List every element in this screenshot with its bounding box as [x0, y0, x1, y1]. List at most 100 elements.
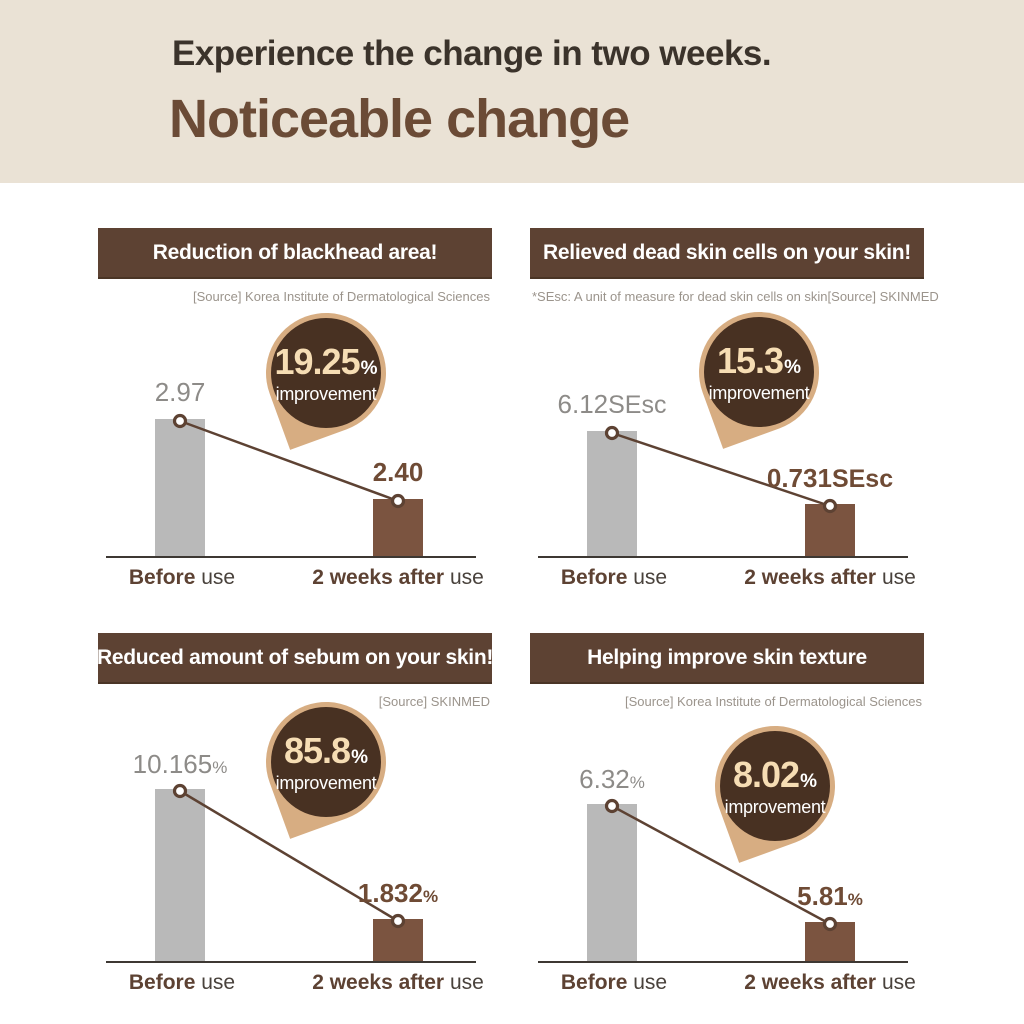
x-label-after: 2 weeks after use — [312, 566, 484, 589]
value-number: 2.97 — [154, 377, 206, 407]
bar-before — [587, 431, 637, 556]
badge-text: 19.25% improvement — [266, 313, 386, 433]
value-number: 5.81 — [797, 881, 848, 911]
improvement-number: 15.3 — [717, 340, 784, 381]
data-point-before — [604, 798, 620, 814]
chart-title: Reduction of blackhead area! — [152, 240, 438, 264]
value-number: 0.731 — [766, 463, 832, 493]
value-unit: % — [629, 773, 645, 792]
percent-sign: % — [360, 358, 378, 379]
value-label-after: 5.81% — [797, 881, 863, 912]
improvement-badge: 15.3% improvement — [682, 295, 836, 457]
percent-sign: % — [784, 357, 801, 378]
value-label-after: 2.40 — [373, 457, 424, 488]
x-axis-labels: Before use 2 weeks after use — [98, 971, 492, 1001]
source-row: [Source] Korea Institute of Dermatologic… — [532, 693, 922, 709]
trend-line — [611, 804, 831, 926]
value-unit: % — [847, 890, 863, 909]
x-label-before: Before use — [128, 971, 236, 994]
data-point-before — [172, 783, 188, 799]
unit-note-text: *SEsc: A unit of measure for dead skin c… — [532, 288, 828, 304]
x-axis-labels: Before use 2 weeks after use — [530, 971, 924, 1001]
x-axis-line — [538, 961, 908, 963]
trend-line-svg — [172, 413, 406, 509]
plot-area: 8.02% improvement 6.32% 5.81% — [530, 709, 924, 963]
trend-line-svg — [172, 783, 406, 929]
x-axis-line — [106, 961, 476, 963]
x-axis-labels: Before use 2 weeks after use — [530, 566, 924, 596]
chart-title-banner: Relieved dead skin cells on your skin! — [530, 228, 924, 279]
x-axis-labels: Before use 2 weeks after use — [98, 566, 492, 596]
value-label-before: 10.165% — [133, 749, 228, 780]
plot-area: 85.8% improvement 10.165% 1.832% — [98, 685, 492, 963]
data-point-before — [604, 425, 620, 441]
x-label-after: 2 weeks after use — [744, 971, 916, 994]
data-point-after — [390, 913, 406, 929]
improvement-word: improvement — [724, 797, 826, 817]
trend-line — [611, 431, 831, 508]
source-row: *SEsc: A unit of measure for dead skin c… — [532, 288, 939, 304]
x-axis-line — [538, 556, 908, 558]
data-point-before — [172, 413, 188, 429]
bar-before — [155, 419, 205, 556]
source-text: [Source] Korea Institute of Dermatologic… — [625, 693, 922, 709]
improvement-number: 85.8 — [284, 730, 351, 771]
value-unit: SEsc — [831, 465, 894, 493]
bar-before — [587, 804, 637, 961]
trend-line — [179, 789, 399, 923]
badge-circle — [271, 707, 381, 817]
improvement-value-row: 15.3% — [717, 340, 801, 382]
trend-line — [179, 419, 399, 503]
improvement-value-row: 8.02% — [733, 754, 817, 796]
improvement-value-row: 19.25% — [275, 341, 378, 383]
chart-panel-skin-texture: Helping improve skin texture [Source] Ko… — [530, 633, 924, 1001]
value-unit: % — [212, 758, 228, 777]
percent-sign: % — [351, 747, 368, 768]
badge-circle — [720, 731, 830, 841]
bar-after — [373, 499, 423, 556]
x-axis-line — [106, 556, 476, 558]
improvement-word: improvement — [708, 383, 810, 403]
trend-line-svg — [604, 798, 838, 932]
x-label-before: Before use — [128, 566, 236, 589]
source-row: [Source] SKINMED — [100, 693, 490, 709]
x-label-before: Before use — [560, 971, 668, 994]
improvement-number: 19.25 — [274, 341, 361, 382]
bar-before — [155, 789, 205, 961]
badge-text: 85.8% improvement — [266, 702, 386, 822]
improvement-word: improvement — [275, 384, 377, 404]
improvement-number: 8.02 — [733, 754, 800, 795]
chart-panel-sebum: Reduced amount of sebum on your skin! [S… — [96, 633, 494, 1001]
value-label-before: 6.32% — [579, 764, 645, 795]
badge-text: 15.3% improvement — [699, 312, 819, 432]
chart-title-banner: Reduced amount of sebum on your skin! — [96, 633, 494, 684]
value-label-after: 0.731SEsc — [767, 463, 893, 494]
improvement-value-row: 85.8% — [284, 730, 368, 772]
plot-area: 15.3% improvement 6.12SEsc 0.731SEsc — [530, 295, 924, 558]
value-number: 10.165 — [132, 749, 213, 779]
badge-text: 8.02% improvement — [715, 726, 835, 846]
source-text: [Source] SKINMED — [827, 288, 939, 304]
value-label-after: 1.832% — [358, 878, 438, 909]
data-point-after — [390, 493, 406, 509]
x-label-after: 2 weeks after use — [744, 566, 916, 589]
header-subtitle: Experience the change in two weeks. — [172, 34, 772, 73]
source-text: [Source] Korea Institute of Dermatologic… — [193, 288, 490, 304]
page-title: Noticeable change — [169, 89, 630, 149]
improvement-badge: 19.25% improvement — [249, 296, 403, 458]
value-unit: % — [422, 887, 439, 906]
chart-title-banner: Helping improve skin texture — [530, 633, 924, 684]
chart-title-banner: Reduction of blackhead area! — [98, 228, 492, 279]
source-text: [Source] SKINMED — [378, 693, 490, 709]
data-point-after — [822, 498, 838, 514]
improvement-badge: 8.02% improvement — [698, 709, 852, 871]
value-unit: SEsc — [608, 391, 667, 419]
value-number: 6.12 — [557, 389, 609, 419]
value-number: 6.32 — [579, 764, 630, 794]
trend-line-svg — [604, 425, 838, 514]
chart-title: Helping improve skin texture — [587, 645, 867, 669]
chart-panel-blackhead: Reduction of blackhead area! [Source] Ko… — [98, 228, 492, 596]
chart-title: Reduced amount of sebum on your skin! — [96, 645, 494, 669]
plot-area: 19.25% improvement 2.97 2.40 — [98, 296, 492, 558]
